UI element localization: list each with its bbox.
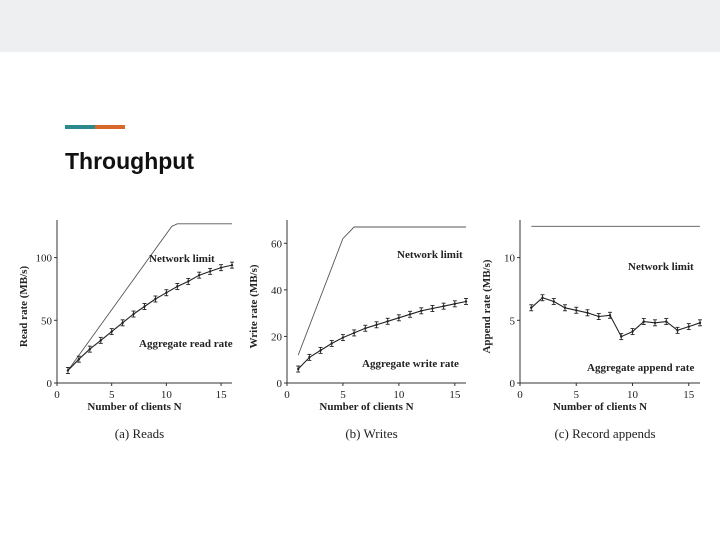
data-point xyxy=(620,335,623,338)
aggregate-rate-label: Aggregate append rate xyxy=(587,362,694,374)
y-tick-label: 40 xyxy=(271,285,283,297)
x-tick-label: 15 xyxy=(449,389,461,401)
data-point xyxy=(197,273,201,277)
y-tick-label: 10 xyxy=(504,253,516,265)
x-axis-label: Number of clients N xyxy=(319,401,413,413)
data-point xyxy=(88,347,92,351)
network-limit-line xyxy=(67,223,232,371)
y-tick-label: 100 xyxy=(36,253,53,265)
y-axis-label: Write rate (MB/s) xyxy=(248,264,260,348)
data-point xyxy=(219,266,223,269)
chart-caption: (c) Record appends xyxy=(554,426,655,441)
x-tick-label: 5 xyxy=(340,389,346,401)
data-point xyxy=(453,302,457,306)
slide-top-band xyxy=(0,0,720,52)
x-tick-label: 10 xyxy=(393,389,405,401)
accent-bar-teal xyxy=(65,125,95,129)
aggregate-rate-label: Aggregate write rate xyxy=(362,358,459,370)
data-point xyxy=(375,323,378,326)
network-limit-label: Network limit xyxy=(628,261,694,273)
y-tick-label: 0 xyxy=(510,378,516,390)
y-tick-label: 50 xyxy=(41,315,53,327)
data-point xyxy=(676,329,679,332)
data-point xyxy=(121,321,124,325)
data-point xyxy=(208,270,212,273)
data-point xyxy=(420,309,423,313)
data-point xyxy=(687,325,690,328)
x-tick-label: 5 xyxy=(109,389,115,401)
x-axis-label: Number of clients N xyxy=(553,401,647,413)
data-point xyxy=(132,312,135,316)
data-point xyxy=(176,285,179,288)
data-point xyxy=(386,320,389,323)
network-limit-label: Network limit xyxy=(149,253,215,265)
data-point xyxy=(597,315,600,318)
x-tick-label: 10 xyxy=(627,389,639,401)
data-point xyxy=(552,300,555,303)
data-point xyxy=(296,367,300,371)
x-axis-label: Number of clients N xyxy=(87,401,181,413)
data-point xyxy=(698,321,702,325)
data-point xyxy=(575,309,578,312)
data-point xyxy=(653,321,657,325)
data-point xyxy=(319,349,322,352)
data-point xyxy=(464,300,468,303)
data-point xyxy=(442,304,445,308)
data-point xyxy=(230,263,234,267)
data-point xyxy=(165,291,168,294)
data-point xyxy=(586,311,589,314)
y-tick-label: 0 xyxy=(277,378,283,390)
data-point xyxy=(352,331,356,335)
data-point xyxy=(143,305,146,308)
x-tick-label: 10 xyxy=(161,389,173,401)
network-limit-line xyxy=(297,226,466,356)
y-axis-label: Append rate (MB/s) xyxy=(481,259,493,353)
accent-bar-orange xyxy=(95,125,125,129)
y-axis-label: Read rate (MB/s) xyxy=(18,266,30,348)
aggregate-rate-line xyxy=(297,300,467,370)
chart-caption: (b) Writes xyxy=(345,426,397,441)
data-point xyxy=(154,297,157,301)
chart-caption: (a) Reads xyxy=(115,426,164,441)
y-tick-label: 20 xyxy=(271,331,283,343)
data-point xyxy=(408,313,412,316)
data-point xyxy=(397,316,401,319)
data-point xyxy=(563,306,567,309)
aggregate-rate-label: Aggregate read rate xyxy=(139,338,233,350)
aggregate-rate-line xyxy=(530,297,701,338)
slide-title: Throughput xyxy=(65,148,195,174)
data-point xyxy=(631,330,634,333)
data-point xyxy=(541,296,544,299)
x-tick-label: 0 xyxy=(517,389,523,401)
data-point xyxy=(66,369,70,372)
data-point xyxy=(77,357,81,361)
x-tick-label: 0 xyxy=(284,389,290,401)
data-point xyxy=(530,306,533,309)
network-limit-label: Network limit xyxy=(397,249,463,261)
y-tick-label: 5 xyxy=(510,315,516,327)
x-tick-label: 15 xyxy=(683,389,695,401)
data-point xyxy=(110,330,113,333)
data-point xyxy=(364,327,367,330)
data-point xyxy=(187,280,190,283)
data-point xyxy=(341,336,345,339)
y-tick-label: 60 xyxy=(271,238,283,250)
x-tick-label: 0 xyxy=(54,389,60,401)
x-tick-label: 15 xyxy=(216,389,228,401)
data-point xyxy=(330,342,333,345)
data-point xyxy=(431,307,434,310)
data-point xyxy=(308,356,311,359)
data-point xyxy=(665,320,668,323)
y-tick-label: 0 xyxy=(47,378,53,390)
x-tick-label: 5 xyxy=(574,389,580,401)
data-point xyxy=(642,320,645,323)
data-point xyxy=(99,339,102,342)
aggregate-rate-line xyxy=(67,264,233,371)
data-point xyxy=(608,314,612,317)
